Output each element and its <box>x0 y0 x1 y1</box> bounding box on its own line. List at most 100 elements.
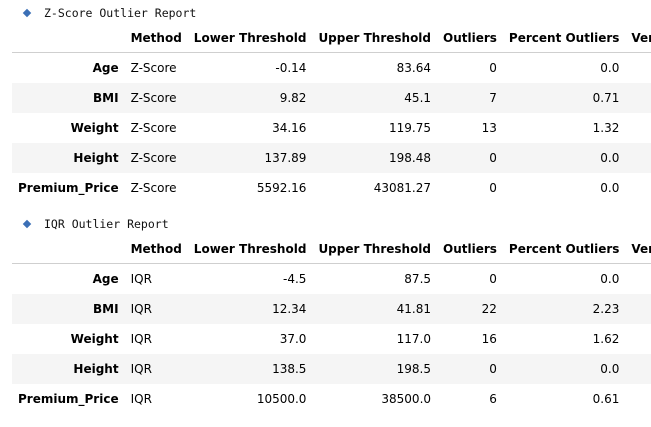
method-cell: IQR <box>124 294 188 324</box>
outliers-cell: 0 <box>437 354 503 384</box>
table-row: Age Z-Score -0.14 83.64 0 0.0 Keep <box>12 53 651 84</box>
outliers-cell: 13 <box>481 121 497 135</box>
percent-cell: 0.0 <box>502 143 626 173</box>
row-label: Height <box>12 354 125 384</box>
column-header-outliers: Outliers <box>437 235 503 264</box>
verdict-cell: Keep <box>625 324 651 354</box>
percent-cell: 0.0 <box>600 181 620 195</box>
column-header-lower: Lower Threshold <box>187 235 313 264</box>
index-header <box>12 235 125 264</box>
percent-cell: 1.62 <box>592 332 620 346</box>
upper-cell: 198.48 <box>312 143 438 173</box>
row-label: Height <box>12 143 125 173</box>
column-header-upper: Upper Threshold <box>312 24 438 53</box>
method-cell: Z-Score <box>130 61 177 75</box>
row-label: Weight <box>70 121 119 135</box>
report-title: Z-Score Outlier Report <box>44 6 197 20</box>
verdict-cell: Keep <box>625 264 651 295</box>
percent-cell: 0.0 <box>502 354 626 384</box>
lower-cell: -0.14 <box>275 61 307 75</box>
upper-cell: 198.5 <box>312 354 438 384</box>
percent-cell: 1.32 <box>592 121 620 135</box>
column-header-percent: Percent Outliers <box>502 235 626 264</box>
table-row: Height Z-Score 137.89 198.48 0 0.0 Keep <box>12 143 651 173</box>
percent-cell: 0.0 <box>600 61 620 75</box>
table-row: Weight Z-Score 34.16 119.75 13 1.32 Keep <box>12 113 651 143</box>
outliers-cell: 22 <box>437 294 503 324</box>
method-cell: Z-Score <box>130 181 177 195</box>
verdict-cell: Keep <box>625 294 651 324</box>
diamond-bullet-icon <box>22 8 32 18</box>
upper-cell: 43081.27 <box>373 181 432 195</box>
column-header-verdict: Verdict <box>625 235 651 264</box>
table-row: Weight IQR 37.0 117.0 16 1.62 Keep <box>12 324 651 354</box>
index-header <box>12 24 125 53</box>
outliers-cell: 7 <box>437 83 503 113</box>
table-row: Age IQR -4.5 87.5 0 0.0 Keep <box>12 264 651 295</box>
table-row: BMI IQR 12.34 41.81 22 2.23 Keep <box>12 294 651 324</box>
column-header-upper: Upper Threshold <box>312 235 438 264</box>
lower-cell: 34.16 <box>272 121 307 135</box>
row-label: Premium_Price <box>18 181 119 195</box>
lower-cell: 12.34 <box>187 294 313 324</box>
column-header-verdict: Verdict <box>625 24 651 53</box>
row-label: BMI <box>12 83 125 113</box>
lower-cell: -4.5 <box>283 272 307 286</box>
method-cell: Z-Score <box>124 143 188 173</box>
percent-cell: 0.0 <box>600 272 620 286</box>
method-cell: IQR <box>130 272 152 286</box>
header-row: Method Lower Threshold Upper Threshold O… <box>12 235 651 264</box>
upper-cell: 117.0 <box>396 332 432 346</box>
report-title: IQR Outlier Report <box>44 217 169 231</box>
row-label: Age <box>92 61 119 75</box>
upper-cell: 41.81 <box>312 294 438 324</box>
method-cell: IQR <box>124 354 188 384</box>
row-label: Weight <box>70 332 119 346</box>
upper-cell: 119.75 <box>389 121 432 135</box>
row-label: Age <box>92 272 119 286</box>
column-header-lower: Lower Threshold <box>187 24 313 53</box>
upper-cell: 83.64 <box>396 61 432 75</box>
report-table: Method Lower Threshold Upper Threshold O… <box>12 24 651 203</box>
method-cell: IQR <box>130 392 152 406</box>
outliers-cell: 16 <box>481 332 497 346</box>
column-header-percent: Percent Outliers <box>502 24 626 53</box>
column-header-method: Method <box>124 24 188 53</box>
percent-cell: 2.23 <box>502 294 626 324</box>
diamond-bullet-icon <box>22 219 32 229</box>
outliers-cell: 0 <box>489 272 497 286</box>
verdict-cell: Keep <box>625 384 651 414</box>
percent-cell: 0.61 <box>592 392 620 406</box>
column-header-method: Method <box>124 235 188 264</box>
table-row: BMI Z-Score 9.82 45.1 7 0.71 Keep <box>12 83 651 113</box>
method-cell: IQR <box>130 332 152 346</box>
upper-cell: 87.5 <box>404 272 432 286</box>
method-cell: Z-Score <box>124 83 188 113</box>
verdict-cell: Keep <box>625 83 651 113</box>
verdict-cell: Keep <box>625 53 651 84</box>
row-label: BMI <box>12 294 125 324</box>
lower-cell: 138.5 <box>187 354 313 384</box>
verdict-cell: Keep <box>625 354 651 384</box>
percent-cell: 0.71 <box>502 83 626 113</box>
verdict-cell: Keep <box>625 173 651 203</box>
outliers-cell: 0 <box>489 181 497 195</box>
lower-cell: 5592.16 <box>256 181 307 195</box>
outliers-cell: 0 <box>489 61 497 75</box>
table-row: Premium_Price Z-Score 5592.16 43081.27 0… <box>12 173 651 203</box>
method-cell: Z-Score <box>130 121 177 135</box>
outliers-cell: 0 <box>437 143 503 173</box>
upper-cell: 45.1 <box>312 83 438 113</box>
verdict-cell: Keep <box>625 113 651 143</box>
lower-cell: 37.0 <box>279 332 307 346</box>
upper-cell: 38500.0 <box>381 392 432 406</box>
outliers-cell: 6 <box>489 392 497 406</box>
lower-cell: 137.89 <box>187 143 313 173</box>
table-row: Height IQR 138.5 198.5 0 0.0 Keep <box>12 354 651 384</box>
report-table: Method Lower Threshold Upper Threshold O… <box>12 235 651 414</box>
column-header-outliers: Outliers <box>437 24 503 53</box>
verdict-cell: Keep <box>625 143 651 173</box>
table-row: Premium_Price IQR 10500.0 38500.0 6 0.61… <box>12 384 651 414</box>
lower-cell: 10500.0 <box>256 392 307 406</box>
lower-cell: 9.82 <box>187 83 313 113</box>
